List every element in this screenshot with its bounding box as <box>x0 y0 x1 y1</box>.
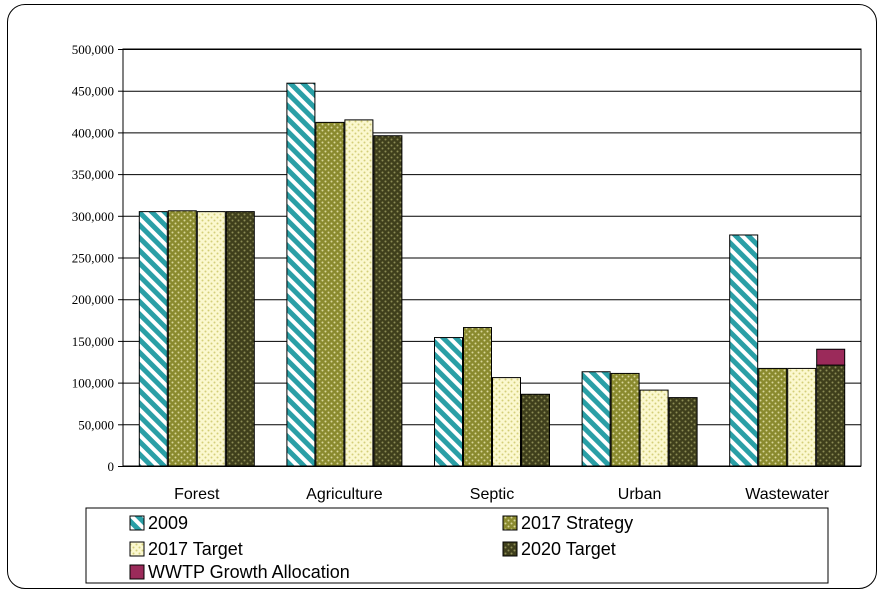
y-tick-label: 500,000 <box>72 42 114 57</box>
bar-2020-target-wastewater <box>816 364 846 467</box>
y-tick-label: 50,000 <box>78 417 114 432</box>
bar-2017-target-wastewater <box>787 367 817 467</box>
legend-swatch <box>129 541 145 557</box>
bar-2017-target-forest <box>196 211 226 467</box>
bar-2009-agriculture <box>286 82 316 467</box>
legend-box <box>85 507 829 584</box>
bar-2017-strategy-urban <box>610 372 640 467</box>
legend-swatch <box>129 564 145 580</box>
x-category-label: Septic <box>470 486 514 503</box>
x-category-label: Forest <box>174 486 220 503</box>
y-tick-label: 150,000 <box>72 334 114 349</box>
x-axis-categories: Forest Agriculture Septic Urban Wastewater <box>174 486 830 503</box>
bar-2009-wastewater <box>729 234 759 467</box>
y-tick-label: 250,000 <box>72 251 114 266</box>
legend-label: 2017 Strategy <box>521 513 633 533</box>
bar-2020-target-urban <box>668 397 698 467</box>
bar-wwtp-growth-allocation-wastewater <box>816 348 846 366</box>
x-category-label: Wastewater <box>745 486 830 503</box>
bars <box>138 82 846 467</box>
legend: 2009 2017 Strategy 2017 Target 2020 Target W… <box>85 507 829 584</box>
y-tick-label: 450,000 <box>72 84 114 99</box>
y-axis-ticks: 0 50,000 100,000 150,000 200,000 250,000 300,0… <box>72 42 123 474</box>
bar-2020-target-septic <box>521 393 550 467</box>
x-category-label: Agriculture <box>306 486 383 503</box>
y-tick-label: 400,000 <box>72 125 114 140</box>
bar-2009-septic <box>434 337 463 467</box>
legend-label: 2009 <box>148 513 188 533</box>
y-tick-label: 0 <box>108 459 115 474</box>
y-tick-label: 200,000 <box>72 292 114 307</box>
bar-2020-target-forest <box>225 211 255 467</box>
bar-2009-forest <box>138 211 168 467</box>
y-tick-label: 350,000 <box>72 167 114 182</box>
bar-2017-target-agriculture <box>344 119 374 467</box>
plot-area <box>122 48 862 467</box>
bar-2020-target-agriculture <box>373 135 403 467</box>
y-tick-label: 300,000 <box>72 209 114 224</box>
bar-2017-strategy-septic <box>463 327 492 467</box>
bar-2017-strategy-forest <box>167 210 197 467</box>
legend-label: 2017 Target <box>148 539 243 559</box>
legend-swatch <box>502 515 518 531</box>
bar-2017-target-septic <box>492 377 521 467</box>
bar-2017-strategy-agriculture <box>315 121 345 467</box>
legend-swatch <box>502 541 518 557</box>
bar-2017-target-urban <box>639 389 669 467</box>
y-tick-label: 100,000 <box>72 376 114 391</box>
x-category-label: Urban <box>618 486 662 503</box>
legend-label: WWTP Growth Allocation <box>148 562 350 582</box>
bar-2017-strategy-wastewater <box>758 367 788 467</box>
legend-swatch <box>129 515 145 531</box>
bar-2009-urban <box>581 371 611 467</box>
legend-label: 2020 Target <box>521 539 616 559</box>
